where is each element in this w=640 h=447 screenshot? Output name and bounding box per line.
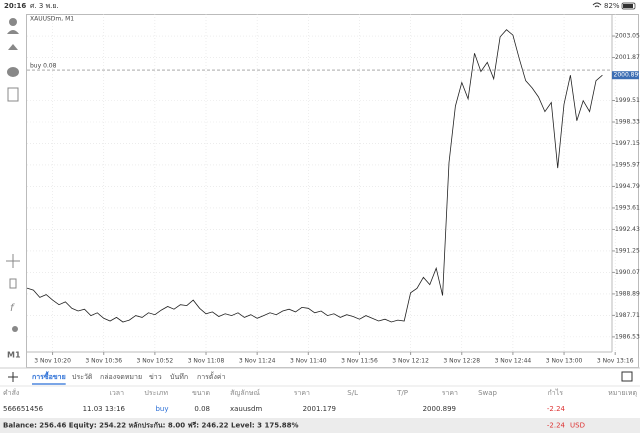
y-tick-label: 1998.330: [615, 118, 640, 125]
wifi-icon: [592, 2, 602, 8]
battery-level: [623, 4, 633, 8]
x-tick-label: 3 Nov 12:28: [443, 358, 480, 365]
x-tick-label: 3 Nov 11:40: [290, 358, 327, 365]
x-tick-label: 3 Nov 11:56: [341, 358, 378, 365]
x-tick-label: 3 Nov 13:00: [546, 358, 583, 365]
y-tick-label: 1991.250: [615, 247, 640, 254]
summary-profit: -2.24: [547, 422, 566, 430]
tab[interactable]: ข่าว: [149, 373, 162, 381]
plot: [26, 14, 616, 355]
table-cell: 0.08: [194, 405, 210, 413]
chart-title: XAUUSDm, M1: [30, 16, 74, 23]
column-header: S/L: [347, 389, 358, 397]
bid-box: [612, 71, 639, 80]
tab[interactable]: กล่องจดหมาย: [100, 373, 142, 381]
price-line: [26, 29, 603, 323]
x-tick-label: 3 Nov 10:52: [137, 358, 174, 365]
x-tick-label: 3 Nov 11:24: [239, 358, 276, 365]
summary-currency: USD: [570, 422, 585, 430]
chart-type-icon[interactable]: [9, 278, 17, 289]
battery-text: 82%: [604, 2, 620, 10]
column-header: ราคา: [294, 389, 310, 397]
x-tick-label: 3 Nov 13:16: [597, 358, 634, 365]
indicators-icon[interactable]: f: [10, 303, 15, 314]
trade-icon[interactable]: [8, 44, 18, 50]
y-tick-label: 1994.790: [615, 183, 640, 190]
column-header: Swap: [478, 389, 497, 397]
new-order-icon[interactable]: [7, 87, 19, 102]
y-tick-label: 1987.710: [615, 312, 640, 319]
table-cell: 566651456: [3, 405, 44, 413]
bid-label: 2000.899: [614, 72, 640, 79]
column-header: ประเภท: [144, 389, 168, 397]
column-header: ราคา: [442, 389, 458, 397]
tab[interactable]: บันทึก: [170, 372, 188, 381]
column-header: หมายเหตุ: [608, 389, 637, 397]
table-cell: 2000.899: [423, 405, 456, 413]
x-tick-label: 3 Nov 12:12: [392, 358, 429, 365]
column-header: สัญลักษณ์: [230, 389, 260, 397]
x-tick-label: 3 Nov 11:08: [188, 358, 225, 365]
y-tick-label: 1995.970: [615, 161, 640, 168]
column-header: T/P: [396, 389, 408, 397]
column-header: คำสั่ง: [3, 388, 19, 397]
tab[interactable]: การตั้งค่า: [197, 370, 226, 381]
left-toolbar: f: [6, 18, 20, 332]
status-time: 20:16: [4, 2, 26, 10]
panel-toggle[interactable]: [621, 371, 633, 382]
x-tick-label: 3 Nov 10:20: [34, 358, 71, 365]
y-tick-label: 1999.510: [615, 97, 640, 104]
y-tick-label: 2003.050: [615, 33, 640, 40]
table-cell: 2001.179: [303, 405, 336, 413]
status-date: ศ. 3 พ.ย.: [30, 2, 59, 10]
table-cell: buy: [155, 405, 168, 413]
x-tick-label: 3 Nov 10:36: [85, 358, 122, 365]
battery-icon: [621, 2, 636, 10]
buy-label: buy 0.08: [30, 63, 57, 70]
add-button[interactable]: [8, 372, 18, 382]
summary-text: Balance: 256.46 Equity: 254.22 หลักประกั…: [3, 422, 298, 430]
timeframe[interactable]: M1: [7, 351, 21, 360]
column-header: กำไร: [548, 388, 564, 397]
y-tick-label: 2001.870: [615, 54, 640, 61]
table-cell: xauusdm: [230, 405, 262, 413]
y-tick-label: 1993.610: [615, 204, 640, 211]
objects-icon[interactable]: [12, 326, 18, 332]
column-header: เวลา: [109, 389, 124, 397]
account-icon[interactable]: [9, 18, 17, 26]
y-tick-label: 1992.430: [615, 226, 640, 233]
y-tick-label: 1986.530: [615, 333, 640, 340]
tab[interactable]: การซื้อขาย: [32, 370, 66, 381]
y-tick-label: 1988.890: [615, 290, 640, 297]
tab[interactable]: ประวัติ: [72, 373, 93, 381]
y-tick-label: 1997.150: [615, 140, 640, 147]
x-tick-label: 3 Nov 12:44: [495, 358, 532, 365]
table-cell: 11.03 13:16: [83, 405, 126, 413]
summary-bar: [0, 418, 640, 433]
y-tick-label: 1990.070: [615, 269, 640, 276]
crosshair-icon[interactable]: [6, 254, 20, 268]
account-icon[interactable]: [7, 30, 19, 34]
chat-icon[interactable]: [7, 67, 19, 77]
column-header: ขนาด: [192, 389, 210, 397]
table-cell: -2.24: [547, 405, 566, 413]
